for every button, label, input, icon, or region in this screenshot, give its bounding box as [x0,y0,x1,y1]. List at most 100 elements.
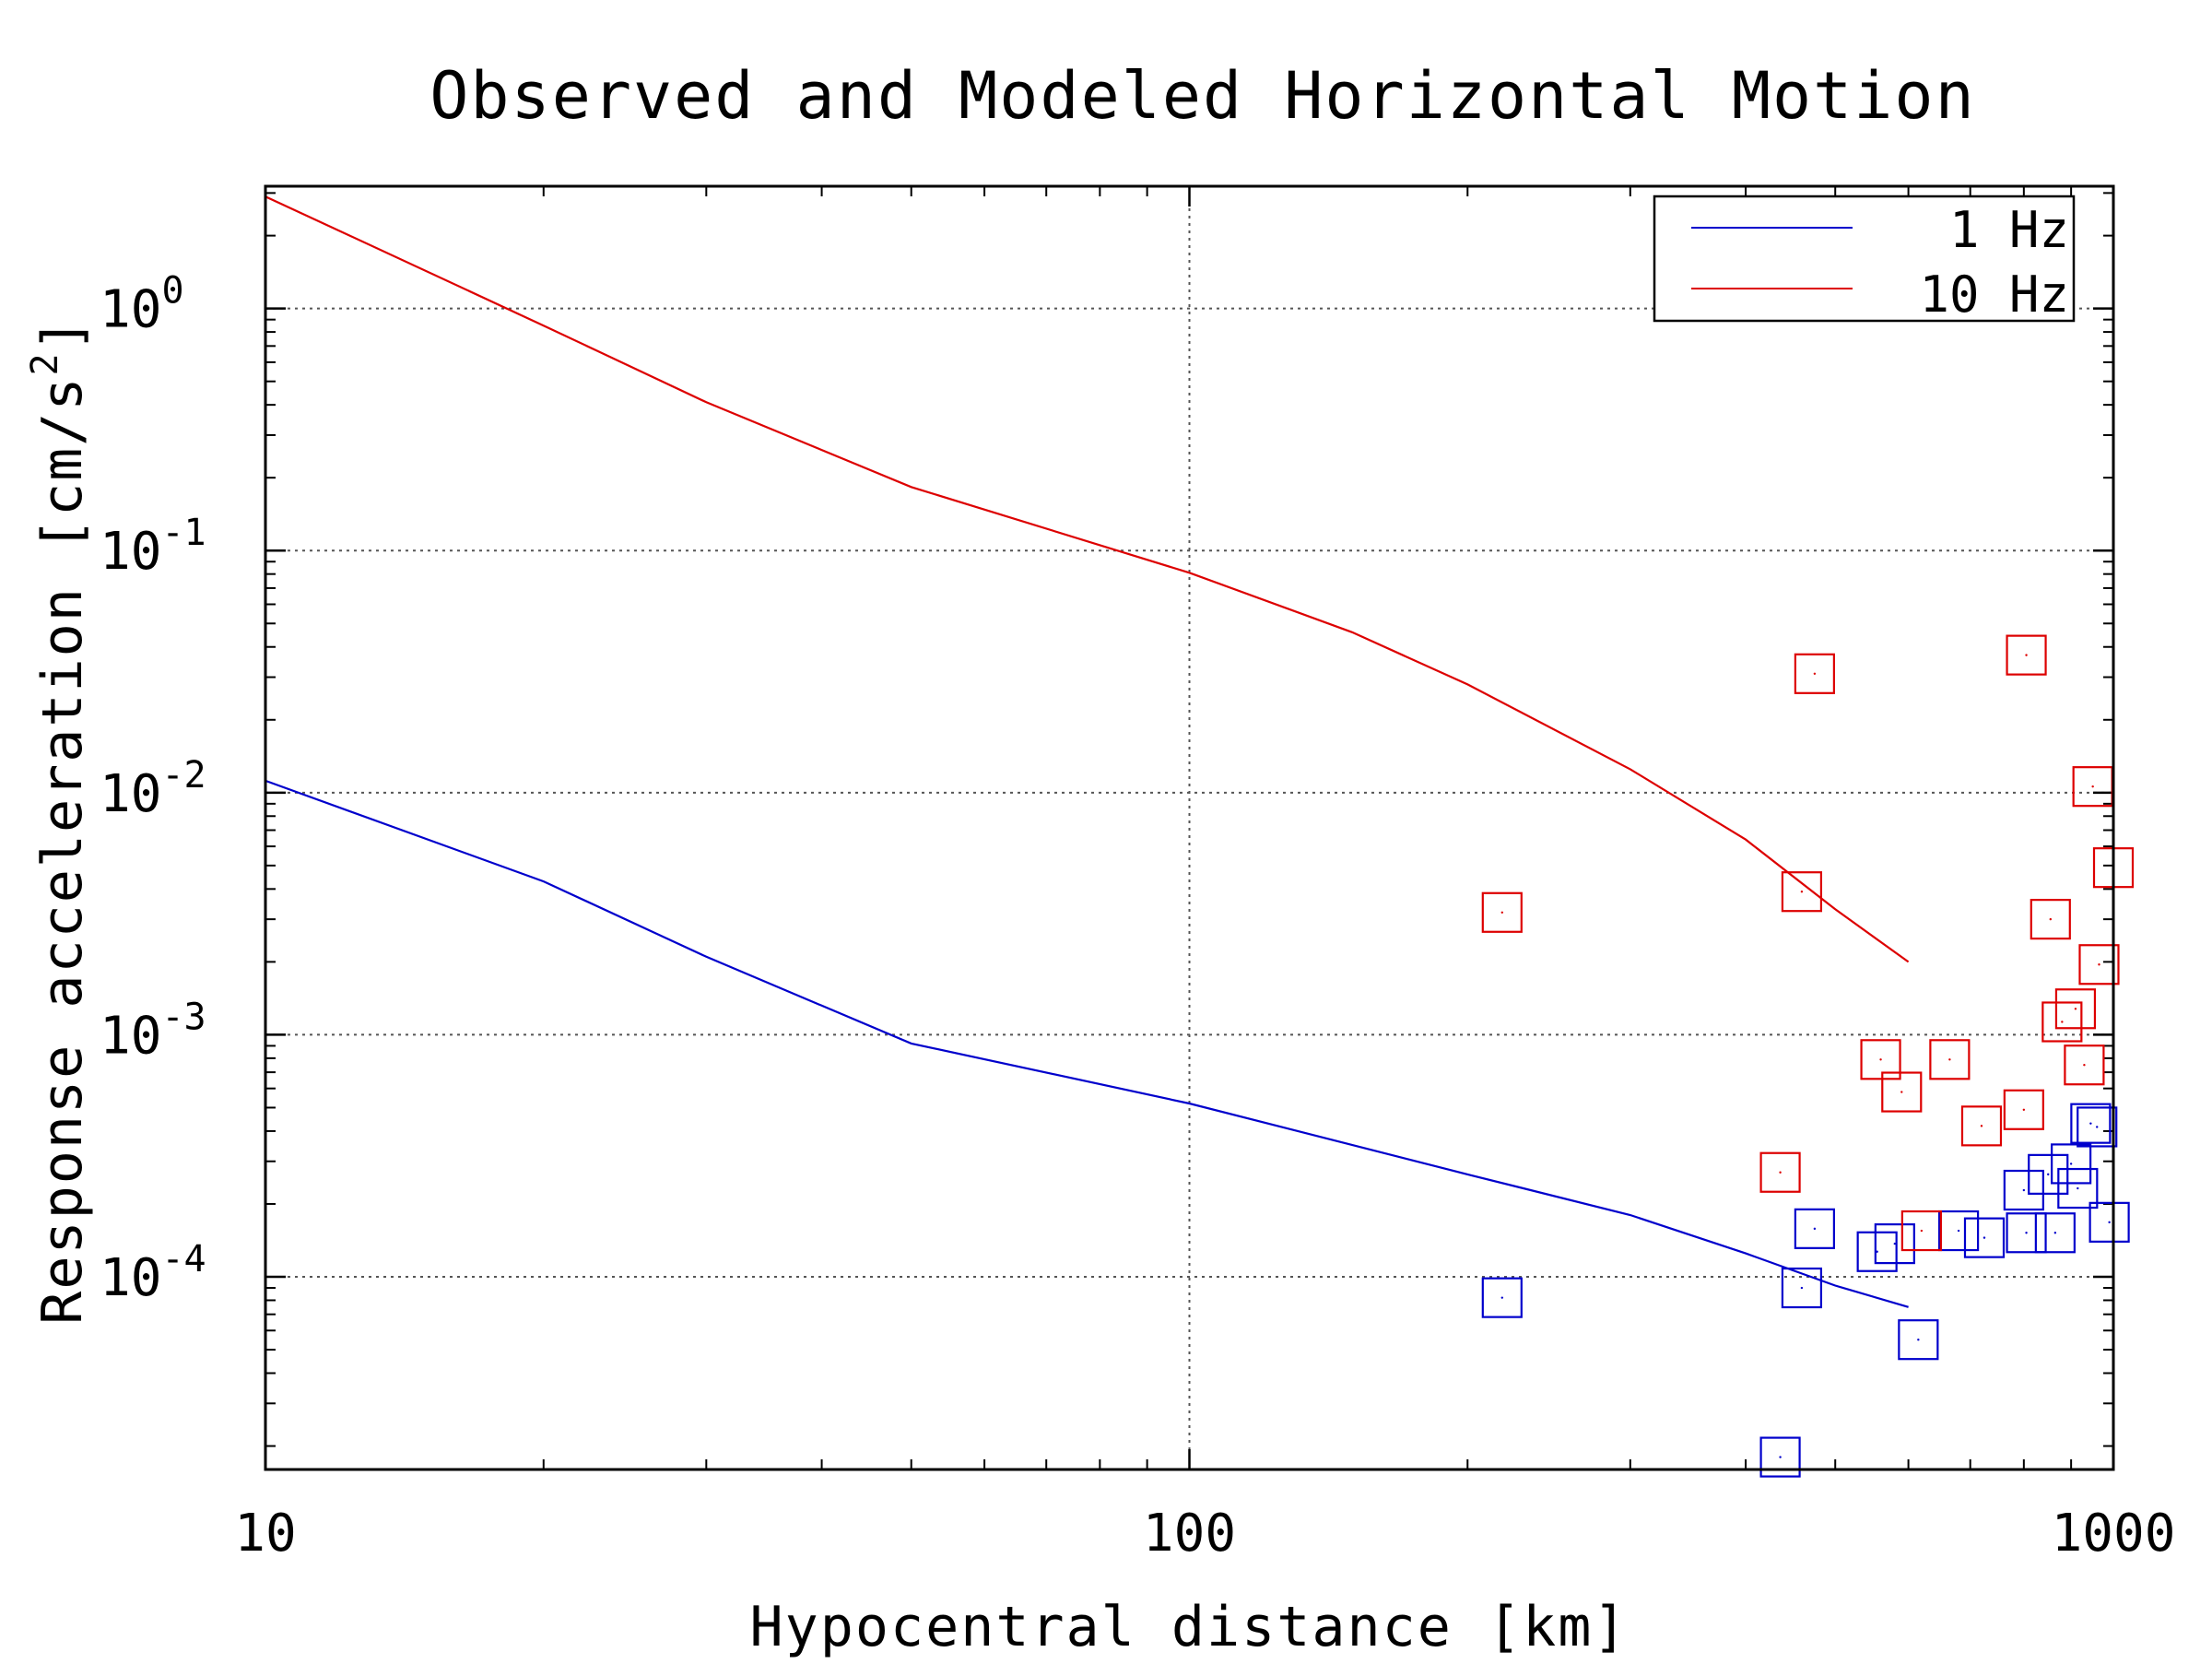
observed-point-10hz [2054,988,2097,1030]
observed-center-1hz [2096,1126,2099,1128]
observed-points [1481,634,2135,1478]
y-tick-exponent: 0 [161,270,183,313]
observed-center-10hz [1800,891,1804,893]
observed-point-10hz [1960,1105,2003,1147]
observed-center-10hz [2025,654,2028,656]
series-lines [265,195,1910,1308]
observed-center-1hz [1779,1456,1782,1458]
observed-point-10hz [2064,1044,2105,1086]
observed-center-10hz [2091,785,2094,788]
y-tick-exponent: -3 [161,996,206,1038]
observed-center-1hz [1983,1236,1986,1239]
legend: 1 Hz 10 Hz [1653,195,2076,324]
observed-center-1hz [2053,1232,2057,1234]
x-tick-label: 100 [1143,1504,1236,1564]
observed-point-10hz [1781,871,1823,913]
observed-center-10hz [2098,963,2100,966]
y-tick-base: 10 [100,1006,161,1066]
y-tick-base: 10 [100,1248,161,1308]
series-line-10hz [265,195,1910,963]
observed-point-1hz [1963,1217,2006,1258]
x-tick-labels: 10 100 1000 [234,1504,2175,1564]
observed-center-10hz [1779,1171,1782,1174]
y-tick-base: 10 [100,280,161,340]
observed-point-1hz [1874,1223,1915,1265]
observed-point-10hz [1900,1210,1942,1252]
x-axis-label: Hypocentral distance [km] [749,1595,1628,1659]
legend-box [1653,195,2076,323]
y-axis-label-sup: 2 [24,351,66,375]
observed-center-10hz [2061,1021,2064,1023]
observed-point-10hz [1794,653,1835,694]
observed-point-10hz [2003,1089,2044,1130]
legend-label-10hz: 10 Hz [1919,266,2069,324]
observed-point-1hz [2070,1103,2112,1144]
observed-point-10hz [1881,1071,1923,1113]
y-tick-base: 10 [100,522,161,582]
observed-point-10hz [1759,1151,1801,1193]
observed-center-10hz [1980,1125,1983,1127]
observed-center-1hz [2108,1221,2111,1224]
y-tick-label: 10-3 [100,996,206,1066]
observed-point-1hz [2028,1153,2069,1195]
observed-center-1hz [2077,1186,2079,1190]
observed-point-1hz [1794,1208,1835,1249]
observed-point-10hz [2006,634,2047,676]
y-tick-label: 100 [100,270,184,340]
observed-point-1hz [1759,1436,1801,1478]
observed-center-1hz [2089,1122,2092,1125]
observed-center-1hz [1876,1250,1878,1253]
observed-point-1hz [2077,1106,2118,1148]
chart-title: Observed and Modeled Horizontal Motion [429,58,1975,134]
observed-point-1hz [1781,1267,1823,1309]
y-axis-label-end: ] [30,316,95,351]
observed-point-1hz [1937,1210,1980,1252]
y-axis-label: Response acceleration [cm/s2] [24,316,95,1325]
observed-point-1hz [2006,1212,2047,1254]
observed-center-1hz [1813,1227,1817,1231]
observed-center-10hz [1879,1058,1882,1061]
plot-frame [264,184,2115,1471]
observed-center-10hz [1500,911,1504,914]
observed-center-1hz [2069,1162,2073,1165]
observed-center-1hz [2022,1188,2026,1192]
observed-center-10hz [2049,917,2052,921]
y-tick-exponent: -2 [161,754,206,797]
observed-center-10hz [2022,1108,2026,1111]
observed-center-1hz [1800,1286,1804,1290]
y-tick-label: 10-2 [100,754,206,824]
series-line-1hz [265,779,1909,1308]
y-axis-label-main: Response acceleration [cm/s [30,375,95,1324]
observed-center-1hz [1893,1242,1897,1245]
observed-center-1hz [2047,1173,2050,1176]
observed-point-1hz [2088,1201,2130,1243]
observed-center-10hz [1813,672,1817,676]
y-tick-base: 10 [100,764,161,824]
observed-point-1hz [2034,1212,2076,1254]
observed-center-10hz [2083,1064,2086,1067]
x-tick-label: 10 [234,1504,296,1564]
observed-point-10hz [1481,891,1523,933]
observed-point-10hz [2041,1001,2083,1043]
observed-point-1hz [2051,1143,2092,1185]
observed-point-1hz [2003,1169,2044,1211]
observed-point-10hz [2030,899,2071,940]
observed-center-1hz [1500,1296,1504,1299]
observed-center-1hz [1917,1338,1920,1341]
observed-point-10hz [2078,944,2120,985]
observed-point-1hz [2057,1167,2099,1210]
observed-center-10hz [2074,1008,2077,1010]
y-tick-label: 10-4 [100,1238,206,1308]
observed-center-10hz [1900,1091,1903,1093]
observed-center-1hz [2025,1232,2028,1234]
observed-point-10hz [1860,1039,1901,1080]
observed-point-1hz [1856,1231,1898,1272]
observed-point-1hz [1898,1319,1939,1361]
legend-label-1hz: 1 Hz [1949,201,2069,259]
y-tick-exponent: -1 [161,512,206,554]
x-tick-label: 1000 [2052,1504,2176,1564]
observed-center-10hz [1920,1229,1924,1233]
